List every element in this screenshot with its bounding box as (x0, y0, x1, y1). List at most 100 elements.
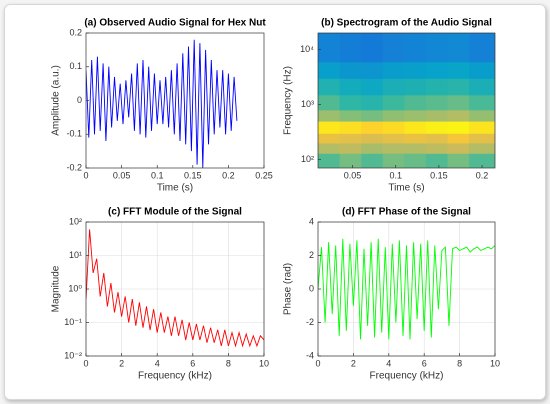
x-tick-label: 6 (190, 358, 195, 368)
axes-box (317, 32, 496, 169)
spectrogram-cell (404, 78, 427, 96)
y-tick-label: 10⁻² (64, 350, 82, 360)
x-axis-label: Frequency (kHz) (370, 371, 444, 382)
x-tick-label: 4 (386, 358, 391, 368)
chart-title: (a) Observed Audio Signal for Hex Nut (84, 18, 266, 29)
spectrogram-cell (361, 94, 384, 111)
chart-title: (d) FFT Phase of the Signal (342, 207, 471, 218)
x-tick-label: 0.1 (389, 170, 402, 180)
spectrogram-cell (425, 78, 449, 96)
x-tick-label: 2 (119, 358, 124, 368)
spectrogram-cell (425, 121, 449, 134)
spectrogram-cell (469, 121, 495, 134)
y-tick-label: 10³ (301, 99, 314, 109)
y-tick-label: 10⁴ (300, 44, 314, 54)
plot-content (86, 39, 238, 168)
spectrogram-cell (382, 61, 405, 79)
spectrogram-cell (318, 153, 341, 168)
spectrogram-cell (425, 33, 449, 63)
spectrogram-cell (361, 133, 384, 144)
spectrogram-cell (469, 78, 495, 96)
spectrogram-cell (382, 94, 405, 111)
spectrogram-cell (404, 33, 427, 63)
spectrogram-cell (361, 33, 384, 63)
x-tick-label: 0.2 (222, 170, 235, 180)
spectrogram-cell (404, 94, 427, 111)
spectrogram-cell (469, 133, 495, 144)
spectrogram-cell (339, 133, 362, 144)
spectrogram-cell (361, 121, 384, 134)
y-tick-label: 0.1 (69, 61, 82, 71)
spectrogram-cell (425, 61, 449, 79)
signal-line (318, 238, 495, 340)
x-tick-label: 0 (83, 170, 88, 180)
spectrogram-cell (318, 78, 341, 96)
spectrogram-cell (447, 78, 470, 96)
spectrogram-cell (382, 33, 405, 63)
spectrogram-cell (447, 94, 470, 111)
spectrogram-cell (361, 109, 384, 122)
spectrogram-cell (361, 61, 384, 79)
spectrogram-cell (339, 142, 362, 154)
spectrogram-cell (318, 109, 341, 122)
x-tick-label: 10 (259, 358, 269, 368)
spectrogram-cell (318, 133, 341, 144)
y-tick-label: -0.1 (66, 129, 82, 139)
spectrogram-cell (404, 121, 427, 134)
y-tick-label: -4 (306, 350, 314, 360)
spectrogram-cell (382, 133, 405, 144)
spectrogram-cell (404, 61, 427, 79)
spectrogram-cell (318, 61, 341, 79)
y-axis-label: Frequency (Hz) (283, 66, 294, 135)
spectrogram-cell (469, 109, 495, 122)
spectrogram-cell (469, 142, 495, 154)
x-tick-label: 10 (490, 358, 500, 368)
y-tick-label: 2 (309, 250, 314, 260)
y-axis-label: Magnitude (51, 265, 62, 312)
spectrogram-cell (447, 153, 470, 168)
y-tick-label: 10¹ (69, 250, 82, 260)
spectrogram-cell (447, 109, 470, 122)
spectrogram-cell (382, 142, 405, 154)
chart-title: (b) Spectrogram of the Audio Signal (321, 18, 492, 29)
spectrogram-cell (382, 78, 405, 96)
spectrogram-cell (339, 109, 362, 122)
x-tick-label: 0.15 (184, 170, 202, 180)
y-tick-label: -2 (306, 317, 314, 327)
x-tick-label: 2 (351, 358, 356, 368)
y-tick-label: -0.2 (66, 162, 82, 172)
spectrogram-cell (404, 153, 427, 168)
spectrogram-cell (339, 78, 362, 96)
x-axis-label: Time (s) (157, 183, 193, 194)
spectrogram-cell (469, 33, 495, 63)
spectrogram-cell (339, 61, 362, 79)
plot-content (86, 229, 264, 348)
x-tick-label: 6 (422, 358, 427, 368)
x-tick-label: 0.05 (113, 170, 131, 180)
spectrogram-cell (361, 153, 384, 168)
signal-line (86, 39, 238, 168)
spectrogram-cell (425, 109, 449, 122)
y-tick-label: 10⁻¹ (64, 317, 82, 327)
spectrogram-cell (469, 153, 495, 168)
spectrogram-cell (404, 133, 427, 144)
spectrogram-cell (425, 153, 449, 168)
spectrogram-cell (382, 109, 405, 122)
spectrogram-cell (382, 121, 405, 134)
y-tick-label: 10² (301, 154, 314, 164)
y-tick-label: 0.2 (69, 27, 82, 37)
x-tick-label: 0 (83, 358, 88, 368)
spectrogram-cell (447, 33, 470, 63)
spectrogram-cell (425, 142, 449, 154)
spectrogram-cell (404, 109, 427, 122)
x-tick-label: 0.15 (430, 170, 448, 180)
x-tick-label: 0.1 (151, 170, 164, 180)
x-tick-label: 8 (457, 358, 462, 368)
x-tick-label: 8 (226, 358, 231, 368)
y-axis-label: Amplitude (a.u.) (51, 65, 62, 136)
spectrogram-cell (404, 142, 427, 154)
spectrogram-cell (382, 153, 405, 168)
spectrogram-cell (339, 153, 362, 168)
spectrogram-cell (318, 33, 341, 63)
